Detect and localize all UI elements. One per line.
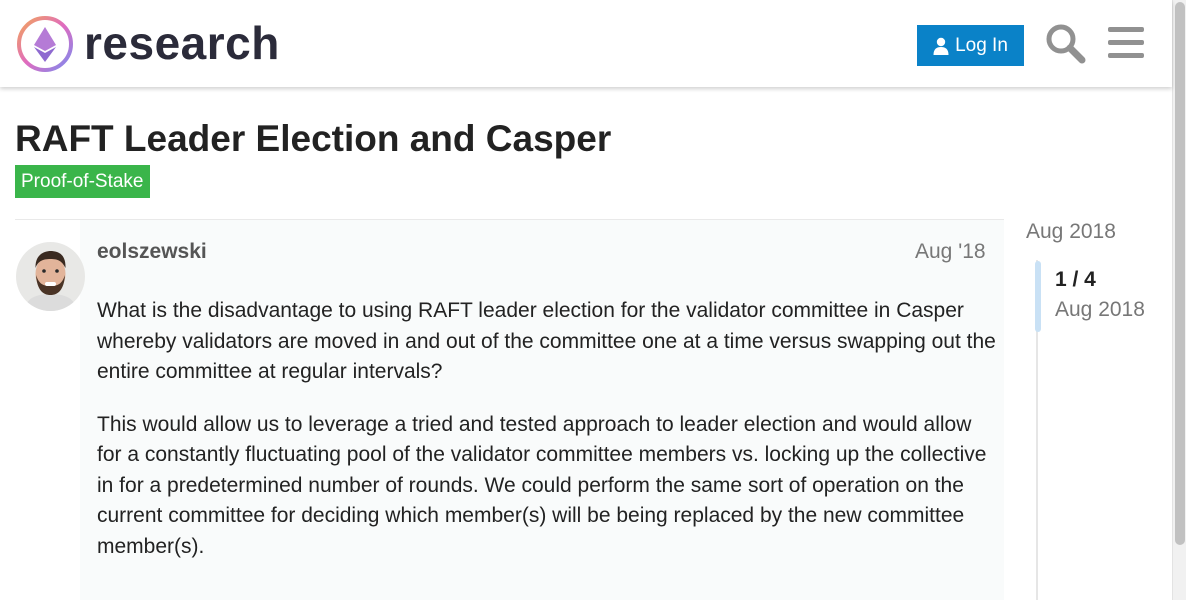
search-icon[interactable] <box>1044 22 1086 64</box>
post-container <box>80 220 1004 600</box>
user-avatar[interactable] <box>16 242 85 311</box>
timeline-current-date: Aug 2018 <box>1055 298 1145 321</box>
timeline-position: 1 / 4 <box>1055 268 1096 291</box>
scrollbar-thumb[interactable] <box>1175 2 1185 545</box>
login-button[interactable]: Log In <box>917 25 1024 66</box>
user-icon <box>933 37 949 55</box>
login-label: Log In <box>955 34 1008 56</box>
post-date[interactable]: Aug '18 <box>915 240 986 263</box>
site-header: research Log In <box>0 0 1172 87</box>
post-paragraph: This would allow us to leverage a tried … <box>97 412 987 558</box>
site-logo-text[interactable]: research <box>84 17 280 69</box>
page-scrollbar[interactable] <box>1172 0 1186 600</box>
title-divider <box>15 219 1004 220</box>
research-logo-icon[interactable] <box>16 15 74 73</box>
topic-title[interactable]: RAFT Leader Election and Casper <box>15 118 612 159</box>
hamburger-menu-icon[interactable] <box>1106 24 1146 62</box>
timeline-start-date[interactable]: Aug 2018 <box>1026 220 1116 243</box>
timeline-handle[interactable] <box>1035 261 1041 332</box>
post-author[interactable]: eolszewski <box>97 240 207 263</box>
timeline-track <box>1036 260 1038 600</box>
category-badge[interactable]: Proof-of-Stake <box>15 165 150 198</box>
post-body: What is the disadvantage to using RAFT l… <box>97 296 997 584</box>
post-paragraph: What is the disadvantage to using RAFT l… <box>97 299 996 383</box>
